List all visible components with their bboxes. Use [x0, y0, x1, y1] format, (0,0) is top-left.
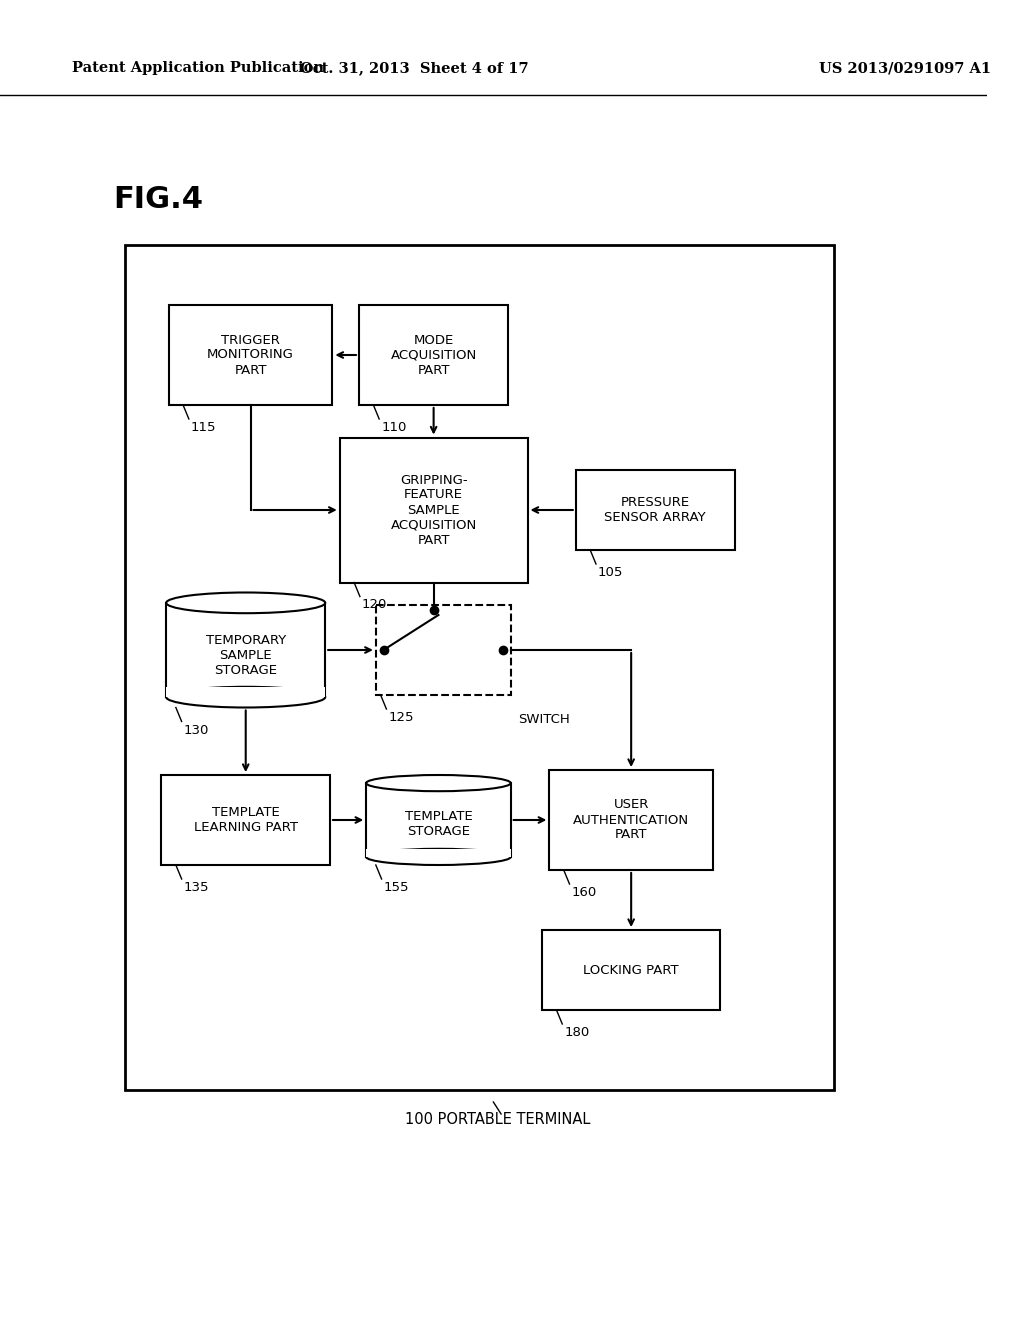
Text: 110: 110	[381, 421, 407, 434]
Text: 105: 105	[598, 566, 624, 579]
Text: MODE
ACQUISITION
PART: MODE ACQUISITION PART	[390, 334, 477, 376]
Ellipse shape	[367, 775, 511, 791]
Text: TEMPLATE
STORAGE: TEMPLATE STORAGE	[404, 810, 472, 838]
Bar	[340, 437, 527, 582]
Text: 135: 135	[183, 880, 209, 894]
Bar	[542, 931, 720, 1010]
Text: GRIPPING-
FEATURE
SAMPLE
ACQUISITION
PART: GRIPPING- FEATURE SAMPLE ACQUISITION PAR…	[390, 474, 477, 546]
Bar	[359, 305, 508, 405]
Bar	[166, 686, 326, 697]
Text: FIG.4: FIG.4	[114, 186, 204, 214]
Text: PRESSURE
SENSOR ARRAY: PRESSURE SENSOR ARRAY	[604, 496, 707, 524]
Text: Oct. 31, 2013  Sheet 4 of 17: Oct. 31, 2013 Sheet 4 of 17	[300, 61, 528, 75]
Text: 155: 155	[384, 880, 409, 894]
Text: 160: 160	[571, 886, 597, 899]
Bar	[162, 775, 330, 865]
Bar	[125, 246, 834, 1090]
Text: 130: 130	[183, 723, 209, 737]
Text: 180: 180	[564, 1026, 590, 1039]
Bar	[575, 470, 735, 550]
Bar	[367, 849, 511, 857]
Text: 100 PORTABLE TERMINAL: 100 PORTABLE TERMINAL	[406, 1113, 591, 1127]
Text: USER
AUTHENTICATION
PART: USER AUTHENTICATION PART	[573, 799, 689, 842]
Text: TRIGGER
MONITORING
PART: TRIGGER MONITORING PART	[207, 334, 294, 376]
Text: Patent Application Publication: Patent Application Publication	[73, 61, 325, 75]
Text: 115: 115	[190, 421, 216, 434]
Bar	[166, 603, 326, 697]
Bar	[376, 605, 511, 696]
Bar	[549, 770, 713, 870]
Text: 125: 125	[388, 711, 414, 723]
Text: US 2013/0291097 A1: US 2013/0291097 A1	[819, 61, 991, 75]
Bar	[367, 783, 511, 857]
Text: TEMPLATE
LEARNING PART: TEMPLATE LEARNING PART	[194, 807, 298, 834]
Ellipse shape	[166, 593, 326, 614]
Ellipse shape	[367, 849, 511, 865]
Text: SWITCH: SWITCH	[518, 713, 570, 726]
Bar	[169, 305, 333, 405]
Ellipse shape	[166, 686, 326, 708]
Text: 120: 120	[361, 598, 387, 611]
Text: LOCKING PART: LOCKING PART	[584, 964, 679, 977]
Text: TEMPORARY
SAMPLE
STORAGE: TEMPORARY SAMPLE STORAGE	[206, 634, 286, 677]
